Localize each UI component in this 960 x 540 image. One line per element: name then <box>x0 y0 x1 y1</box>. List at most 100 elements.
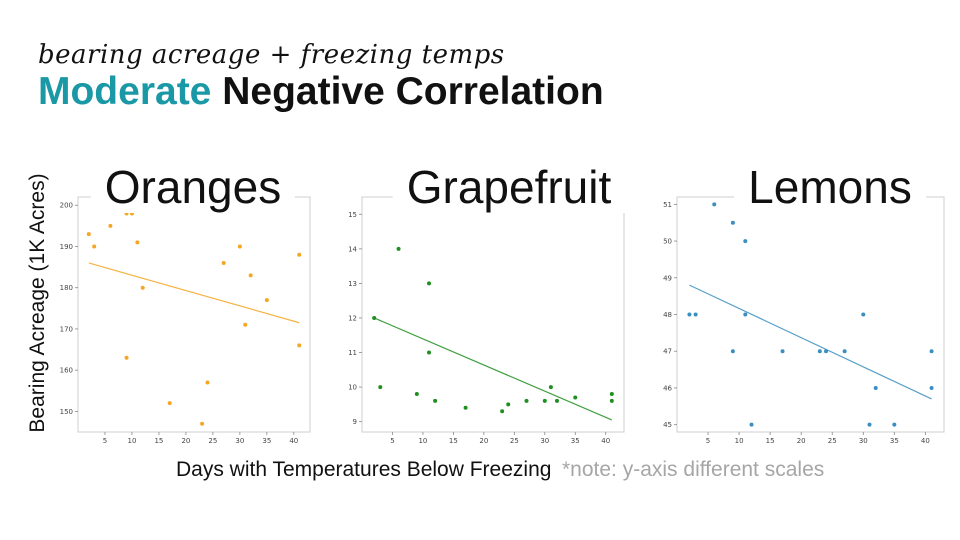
oranges-xtick-label: 30 <box>235 437 244 445</box>
lemons-xtick-label: 25 <box>828 437 837 445</box>
grapefruit-point <box>396 246 401 251</box>
grapefruit-ytick-label: 9 <box>353 418 357 426</box>
slide-title: Moderate Negative Correlation <box>38 70 604 114</box>
x-axis-label: Days with Temperatures Below Freezing <box>176 458 552 481</box>
grapefruit-point <box>378 385 383 390</box>
oranges-point <box>297 343 302 348</box>
lemons-xtick-label: 35 <box>890 437 899 445</box>
grapefruit-trend-line <box>373 317 613 421</box>
oranges-plot: 5 10 15 20 25 30 35 40 150 160 170 180 190 200 <box>60 196 311 445</box>
oranges-trend-line <box>88 262 300 324</box>
lemons-point <box>873 385 878 390</box>
title-rest: Negative Correlation <box>222 70 604 113</box>
oranges-xtick-label: 5 <box>103 437 107 445</box>
grapefruit-ytick-label: 12 <box>348 314 357 322</box>
grapefruit-xtick-label: 25 <box>510 437 519 445</box>
grapefruit-ytick-label: 10 <box>348 384 357 392</box>
lemons-point <box>780 349 785 354</box>
oranges-point <box>140 285 145 290</box>
lemons-xtick-label: 5 <box>706 437 710 445</box>
oranges-xtick-label: 40 <box>289 437 298 445</box>
oranges-ytick-label: 150 <box>60 408 73 416</box>
oranges-point <box>237 244 242 249</box>
grapefruit-point <box>433 398 438 403</box>
lemons-xtick-label: 20 <box>797 437 806 445</box>
oranges-xtick-label: 15 <box>154 437 163 445</box>
grapefruit-point <box>427 350 432 355</box>
grapefruit-ytick-label: 15 <box>348 211 357 219</box>
oranges-xtick-label: 10 <box>127 437 136 445</box>
grapefruit-point <box>414 391 419 396</box>
grapefruit-xtick-label: 20 <box>479 437 488 445</box>
lemons-point <box>867 422 872 427</box>
oranges-point <box>221 260 226 265</box>
oranges-ytick-label: 190 <box>60 243 73 251</box>
grapefruit-ytick-label: 14 <box>348 245 357 253</box>
lemons-xtick-label: 30 <box>859 437 868 445</box>
oranges-ytick-label: 170 <box>60 325 73 333</box>
grapefruit-title: Grapefruit <box>392 161 626 213</box>
grapefruit-xtick-label: 10 <box>418 437 427 445</box>
grapefruit-xtick-label: 5 <box>390 437 394 445</box>
lemons-ytick-label: 51 <box>663 201 672 209</box>
grapefruit-xtick-label: 35 <box>571 437 580 445</box>
lemons-xtick-label: 15 <box>766 437 775 445</box>
lemons-xtick-label: 10 <box>735 437 744 445</box>
oranges-point <box>243 322 248 327</box>
oranges-frame <box>77 196 311 433</box>
title-accent: Moderate <box>38 70 212 113</box>
lemons-point <box>687 312 692 317</box>
grapefruit-point <box>506 402 511 407</box>
oranges-ytick-label: 200 <box>60 202 73 210</box>
lemons-ytick-label: 47 <box>663 348 672 356</box>
lemons-point <box>929 385 934 390</box>
oranges-point <box>124 355 129 360</box>
lemons-point <box>842 349 847 354</box>
lemons-title: Lemons <box>734 161 926 213</box>
lemons-ytick-label: 49 <box>663 274 672 282</box>
grapefruit-point <box>427 281 432 286</box>
oranges-point <box>135 240 140 245</box>
grapefruit-xtick-label: 15 <box>449 437 458 445</box>
lemons-ytick-label: 50 <box>663 238 672 246</box>
slide-subtitle: bearing acreage + freezing temps <box>38 40 505 70</box>
lemons-point <box>749 422 754 427</box>
grapefruit-point <box>609 391 614 396</box>
grapefruit-xtick-label: 40 <box>601 437 610 445</box>
lemons-point <box>712 202 717 207</box>
grapefruit-xtick-label: 30 <box>540 437 549 445</box>
lemons-point <box>861 312 866 317</box>
oranges-point <box>108 223 113 228</box>
lemons-point <box>892 422 897 427</box>
lemons-point <box>730 349 735 354</box>
lemons-point <box>693 312 698 317</box>
lemons-frame <box>676 196 945 433</box>
grapefruit-point <box>573 395 578 400</box>
grapefruit-point <box>463 405 468 410</box>
grapefruit-point <box>609 398 614 403</box>
lemons-trend-line <box>689 284 932 400</box>
lemons-point <box>824 349 829 354</box>
grapefruit-ytick-label: 13 <box>348 280 357 288</box>
grapefruit-point <box>524 398 529 403</box>
oranges-title: Oranges <box>90 161 296 213</box>
lemons-point <box>743 312 748 317</box>
lemons-plot: 5 10 15 20 25 30 35 40 45 46 47 48 49 50 51 <box>663 196 945 445</box>
oranges-xtick-label: 20 <box>181 437 190 445</box>
grapefruit-point <box>554 398 559 403</box>
oranges-point <box>264 298 269 303</box>
grapefruit-ytick-label: 11 <box>348 349 357 357</box>
grapefruit-frame <box>361 196 625 433</box>
lemons-point <box>929 349 934 354</box>
lemons-point <box>743 239 748 244</box>
grapefruit-point <box>500 409 505 414</box>
oranges-point <box>200 421 205 426</box>
lemons-ytick-label: 45 <box>663 421 672 429</box>
oranges-xtick-label: 25 <box>208 437 217 445</box>
oranges-point <box>297 252 302 257</box>
lemons-ytick-label: 48 <box>663 311 672 319</box>
lemons-ytick-label: 46 <box>663 384 672 392</box>
lemons-point <box>730 220 735 225</box>
grapefruit-point <box>548 385 553 390</box>
oranges-point <box>248 273 253 278</box>
